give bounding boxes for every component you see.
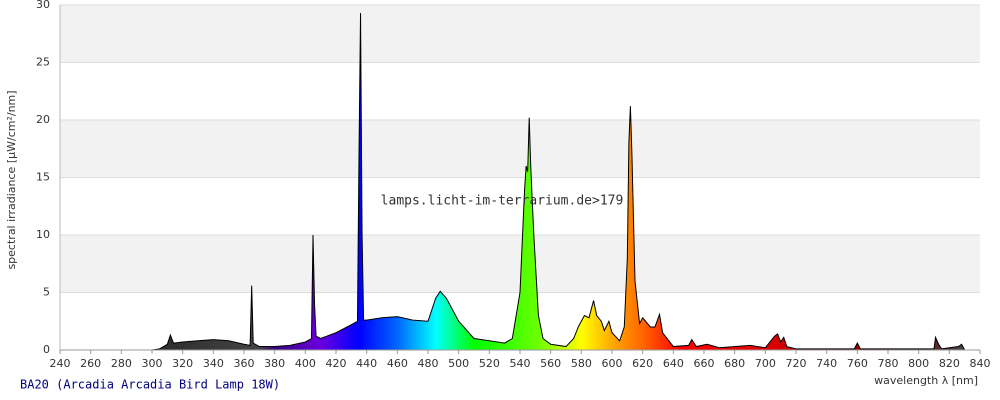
y-tick-label: 15 — [36, 171, 50, 184]
watermark: lamps.licht-im-terrarium.de>179 — [381, 194, 624, 209]
x-tick-label: 600 — [602, 357, 623, 370]
x-tick-label: 540 — [510, 357, 531, 370]
x-tick-label: 620 — [632, 357, 653, 370]
x-tick-label: 280 — [111, 357, 132, 370]
x-tick-label: 300 — [142, 357, 163, 370]
x-tick-label: 520 — [479, 357, 500, 370]
x-tick-label: 360 — [234, 357, 255, 370]
x-tick-label: 460 — [387, 357, 408, 370]
x-tick-label: 440 — [356, 357, 377, 370]
x-axis-label: wavelength λ [nm] — [874, 374, 978, 387]
y-tick-label: 5 — [43, 286, 50, 299]
y-axis-label: spectral irradiance [µW/cm²/nm] — [5, 90, 18, 269]
x-tick-label: 340 — [203, 357, 224, 370]
x-tick-label: 400 — [295, 357, 316, 370]
spectrum-area — [152, 13, 965, 351]
y-tick-label: 25 — [36, 56, 50, 69]
x-tick-label: 240 — [50, 357, 71, 370]
x-tick-label: 800 — [908, 357, 929, 370]
x-tick-label: 820 — [939, 357, 960, 370]
caption: BA20 (Arcadia Arcadia Bird Lamp 18W) — [20, 378, 280, 392]
x-tick-label: 320 — [172, 357, 193, 370]
x-tick-label: 560 — [540, 357, 561, 370]
grid-band — [60, 5, 980, 63]
x-tick-label: 260 — [80, 357, 101, 370]
x-tick-label: 580 — [571, 357, 592, 370]
x-tick-label: 640 — [663, 357, 684, 370]
x-tick-label: 720 — [786, 357, 807, 370]
y-tick-label: 0 — [43, 343, 50, 356]
x-tick-label: 700 — [755, 357, 776, 370]
y-tick-label: 20 — [36, 113, 50, 126]
x-tick-label: 420 — [326, 357, 347, 370]
x-tick-label: 740 — [816, 357, 837, 370]
grid-band — [60, 120, 980, 178]
x-tick-label: 680 — [724, 357, 745, 370]
x-tick-label: 760 — [847, 357, 868, 370]
y-tick-label: 10 — [36, 228, 50, 241]
x-tick-label: 660 — [694, 357, 715, 370]
x-tick-label: 380 — [264, 357, 285, 370]
x-tick-label: 480 — [418, 357, 439, 370]
x-tick-label: 780 — [878, 357, 899, 370]
y-tick-label: 30 — [36, 0, 50, 11]
spectrum-line — [151, 13, 966, 351]
x-tick-label: 840 — [970, 357, 991, 370]
x-tick-label: 500 — [448, 357, 469, 370]
